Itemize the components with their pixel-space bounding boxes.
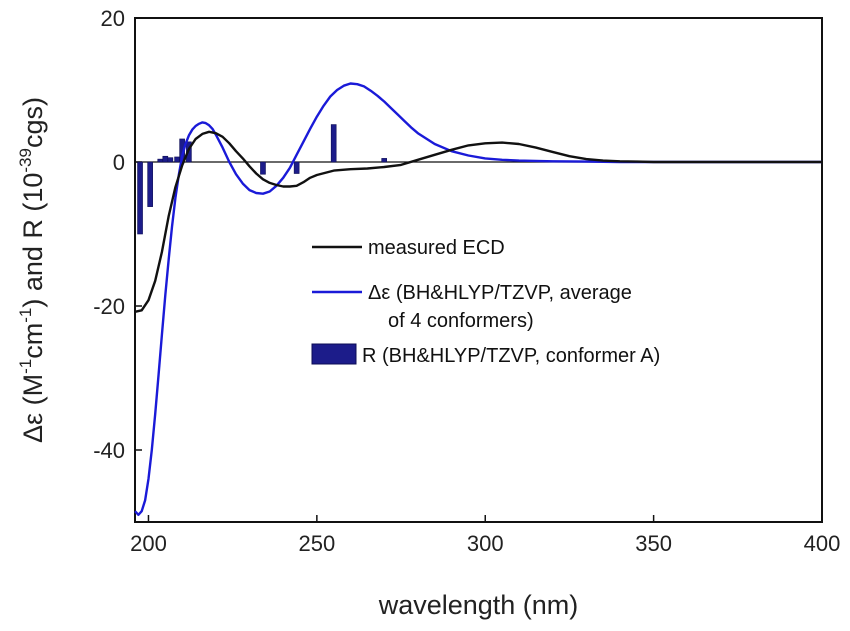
y-label-part: cgs): [18, 97, 48, 148]
legend-swatch-bars: [311, 343, 357, 365]
y-label-sup: -1: [16, 308, 35, 323]
r-bar: [381, 158, 388, 163]
legend-label-measured: measured ECD: [368, 237, 505, 259]
r-bar: [167, 157, 174, 163]
y-label-part: Δε (M: [18, 374, 48, 443]
legend-label-bars: R (BH&HLYP/TZVP, conformer A): [362, 345, 660, 367]
x-tick-label: 300: [467, 531, 504, 556]
y-tick-label: 20: [101, 6, 125, 31]
r-bar: [147, 161, 153, 207]
x-tick-label: 200: [130, 531, 167, 556]
r-bar: [157, 158, 164, 163]
r-bar: [293, 161, 300, 174]
y-tick-label: -20: [93, 294, 125, 319]
y-label-sup: -39: [16, 148, 35, 173]
y-axis-title: Δε (M-1cm-1) and R (10-39cgs): [16, 97, 48, 443]
plot-frame: [134, 17, 823, 523]
legend-label-calculated: Δε (BH&HLYP/TZVP, average: [368, 282, 632, 304]
r-bar: [174, 156, 180, 163]
legend-label-calculated-line2: of 4 conformers): [388, 310, 534, 332]
legend: measured ECD Δε (BH&HLYP/TZVP, average o…: [311, 237, 660, 367]
y-label-part: ) and R (10: [18, 173, 48, 308]
x-axis-title: wavelength (nm): [378, 590, 579, 620]
r-bar: [330, 124, 337, 163]
y-label-sup: -1: [16, 359, 35, 374]
spectra-lines: [134, 82, 822, 516]
x-tick-label: 400: [804, 531, 841, 556]
x-tick-label: 350: [635, 531, 672, 556]
r-bar: [260, 161, 266, 175]
r-bar: [162, 155, 169, 163]
r-bar: [137, 161, 143, 235]
measured-ecd-line: [134, 130, 822, 313]
y-label-part: cm: [18, 323, 48, 359]
axis-ticks: 200 250 300 350 400 -40 -20 0 20: [93, 6, 840, 556]
y-tick-label: 0: [113, 150, 125, 175]
x-tick-label: 250: [298, 531, 335, 556]
plot-frame-group: [134, 17, 823, 523]
y-tick-label: -40: [93, 438, 125, 463]
